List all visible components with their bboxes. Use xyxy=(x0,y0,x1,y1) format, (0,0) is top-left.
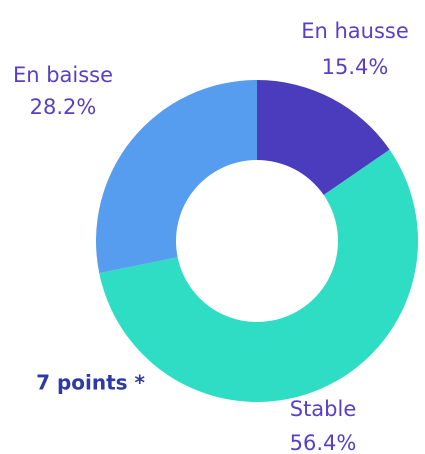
slice-label: Stable xyxy=(290,397,357,421)
donut-slice xyxy=(95,80,257,274)
donut-slice xyxy=(257,80,390,196)
slice-label: En baisse xyxy=(13,63,113,87)
slice-value: 28.2% xyxy=(30,95,97,119)
annotation: 7 points * xyxy=(36,371,145,395)
slice-label: En hausse xyxy=(301,19,409,43)
slice-value: 56.4% xyxy=(290,431,357,454)
slice-value: 15.4% xyxy=(322,55,389,79)
donut-slice xyxy=(99,149,418,402)
